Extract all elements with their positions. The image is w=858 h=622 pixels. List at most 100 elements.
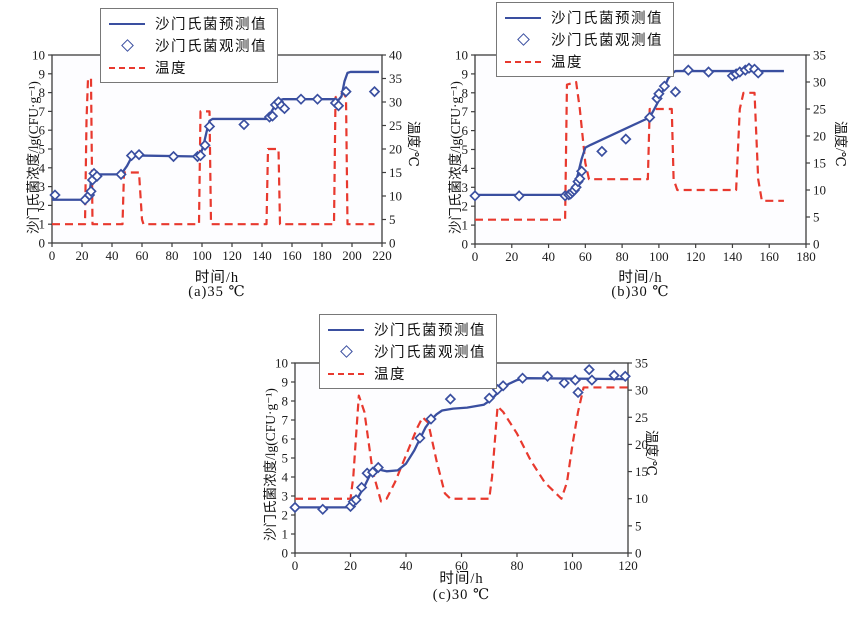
observed-point	[317, 503, 329, 516]
svg-text:2: 2	[282, 508, 289, 523]
svg-text:15: 15	[813, 156, 826, 171]
legend-label-observed: 沙门氏菌观测值	[551, 33, 663, 49]
x-axis-label: 时间/h	[194, 270, 240, 286]
chart-a-plot-area: 0 20 40 60 80 100 120 140 160 180 200 2200123456789…	[32, 48, 402, 264]
svg-text:20: 20	[635, 437, 648, 452]
svg-text:5: 5	[282, 451, 289, 466]
svg-text:60: 60	[455, 558, 468, 573]
svg-text:4: 4	[282, 470, 289, 485]
temperature-line	[475, 80, 784, 221]
observed-point	[368, 85, 381, 98]
y-axis-label-right: 温度/℃	[644, 430, 659, 476]
svg-text:5: 5	[462, 142, 469, 157]
observed-diamond-icon	[504, 33, 542, 46]
chart-caption: (a)35 ℃	[188, 284, 246, 300]
axis-frame	[474, 54, 807, 245]
svg-text:80: 80	[616, 249, 629, 264]
y-axis-label-left: 沙门氏菌浓度/lg(CFU·g⁻¹)	[448, 81, 463, 234]
svg-text:30: 30	[389, 95, 402, 110]
legend-label-predicted: 沙门氏菌预测值	[551, 11, 663, 27]
svg-text:0: 0	[39, 236, 46, 251]
svg-text:5: 5	[635, 518, 642, 533]
svg-text:0: 0	[813, 237, 820, 252]
svg-text:0: 0	[49, 248, 56, 263]
svg-text:9: 9	[282, 375, 289, 390]
chart-caption: (c)30 ℃	[432, 587, 491, 603]
chart-c-plot-area: 0 20 40 60 80 100 1200123456789100510152025303…	[275, 356, 648, 574]
svg-text:2: 2	[39, 198, 46, 213]
y-axis-label-left: 沙门氏菌浓度/lg(CFU·g⁻¹)	[263, 388, 278, 541]
observed-point	[444, 393, 457, 405]
observed-point	[115, 168, 127, 181]
svg-text:60: 60	[136, 248, 149, 263]
svg-text:40: 40	[400, 558, 413, 573]
legend-item-observed: 沙门氏菌观测值	[108, 36, 267, 55]
observed-point	[658, 80, 671, 92]
svg-text:10: 10	[275, 356, 288, 371]
svg-text:40: 40	[389, 48, 402, 63]
svg-text:40: 40	[106, 248, 119, 263]
temperature-line	[295, 386, 628, 503]
svg-text:15: 15	[389, 165, 402, 180]
observed-point	[682, 64, 695, 76]
observed-point	[350, 494, 362, 506]
svg-text:0: 0	[472, 249, 479, 264]
observed-point	[569, 374, 581, 386]
observed-point	[85, 185, 97, 198]
svg-text:0: 0	[292, 558, 299, 573]
y-axis-label-right: 温度/℃	[406, 121, 421, 167]
observed-point	[653, 88, 665, 100]
legend-item-predicted: 沙门氏菌预测值	[327, 320, 486, 339]
svg-text:3: 3	[282, 489, 289, 504]
svg-text:180: 180	[312, 248, 332, 263]
svg-text:100: 100	[563, 558, 583, 573]
svg-text:180: 180	[796, 249, 816, 264]
svg-text:8: 8	[462, 85, 469, 100]
legend-item-temperature: 温度	[327, 364, 486, 383]
svg-text:5: 5	[813, 210, 820, 225]
svg-text:25: 25	[389, 118, 402, 133]
legend-item-observed: 沙门氏菌观测值	[327, 342, 486, 361]
temperature-line-icon	[108, 66, 146, 69]
svg-text:140: 140	[723, 249, 743, 264]
observed-point	[497, 380, 509, 392]
svg-text:60: 60	[579, 249, 592, 264]
temperature-line-icon	[327, 372, 365, 375]
observed-point	[669, 86, 682, 98]
legend-item-temperature: 温度	[108, 58, 267, 77]
svg-text:160: 160	[759, 249, 779, 264]
predicted-line-icon	[504, 16, 542, 19]
svg-text:30: 30	[635, 383, 648, 398]
svg-text:3: 3	[462, 180, 469, 195]
observed-point	[516, 372, 529, 384]
chart-a-legend: 沙门氏菌预测值 沙门氏菌观测值 温度	[100, 8, 278, 83]
legend-label-temperature: 温度	[551, 55, 583, 71]
observed-point	[295, 93, 307, 105]
svg-text:10: 10	[32, 48, 45, 63]
svg-text:6: 6	[462, 123, 469, 138]
observed-point	[752, 67, 764, 79]
legend-item-predicted: 沙门氏菌预测值	[108, 14, 267, 33]
observed-point	[619, 370, 631, 383]
observed-point	[574, 173, 586, 185]
observed-point	[558, 377, 570, 389]
svg-text:6: 6	[282, 432, 289, 447]
svg-text:1: 1	[282, 527, 289, 542]
legend-label-temperature: 温度	[155, 61, 187, 77]
svg-text:20: 20	[76, 248, 89, 263]
observed-point	[199, 139, 211, 151]
x-axis-label: 时间/h	[618, 270, 663, 286]
axis-frame	[294, 362, 629, 554]
observed-point	[541, 370, 554, 383]
svg-text:10: 10	[635, 491, 648, 506]
observed-point	[620, 133, 632, 145]
svg-text:35: 35	[813, 48, 826, 63]
svg-text:140: 140	[252, 248, 272, 263]
axis-frame	[51, 54, 383, 244]
svg-text:100: 100	[649, 249, 669, 264]
predicted-line-icon	[108, 22, 146, 25]
observed-diamond-icon	[108, 39, 146, 52]
svg-text:120: 120	[686, 249, 706, 264]
svg-text:30: 30	[813, 75, 826, 90]
